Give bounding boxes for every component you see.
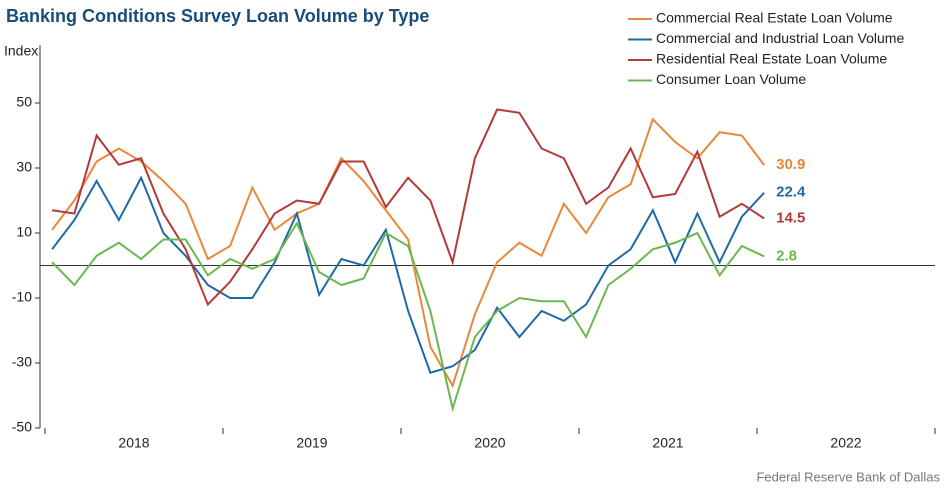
legend-label: Commercial Real Estate Loan Volume <box>656 10 893 26</box>
series-line <box>51 175 765 374</box>
y-tick-label: 50 <box>16 94 32 110</box>
legend-label: Residential Real Estate Loan Volume <box>656 51 887 67</box>
series-line <box>51 221 765 413</box>
chart-title: Banking Conditions Survey Loan Volume by… <box>6 6 429 26</box>
y-axis-label: Index <box>4 43 38 59</box>
y-tick-label: 30 <box>16 159 32 175</box>
source: Federal Reserve Bank of Dallas <box>756 469 940 484</box>
end-label: 2.8 <box>776 247 797 264</box>
legend-label: Commercial and Industrial Loan Volume <box>656 30 904 46</box>
y-tick-label: -30 <box>12 354 32 370</box>
y-tick-label: -10 <box>12 289 32 305</box>
legend-label: Consumer Loan Volume <box>656 71 806 87</box>
x-tick-label: 2021 <box>652 435 683 451</box>
x-tick-label: 2019 <box>296 435 327 451</box>
series-line <box>51 108 765 307</box>
x-tick-label: 2022 <box>830 435 861 451</box>
x-tick-label: 2018 <box>118 435 149 451</box>
end-label: 14.5 <box>776 209 805 226</box>
x-tick-label: 2020 <box>474 435 505 451</box>
end-label: 30.9 <box>776 156 805 173</box>
series-line <box>51 117 765 389</box>
y-tick-label: 10 <box>16 224 32 240</box>
y-tick-label: -50 <box>12 419 32 435</box>
end-label: 22.4 <box>776 184 806 201</box>
